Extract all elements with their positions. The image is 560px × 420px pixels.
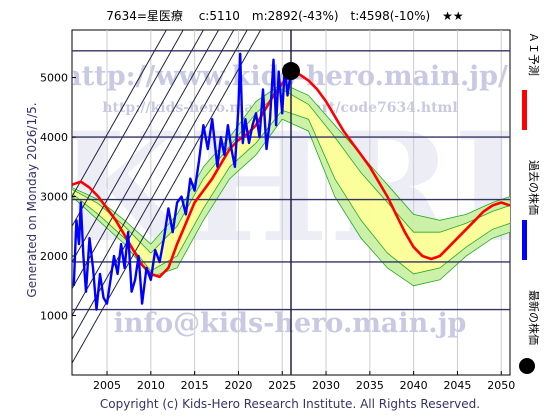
band-edge-line <box>72 109 510 275</box>
legend-swatch-past <box>522 220 527 260</box>
trend-line <box>72 30 235 316</box>
trend-line <box>72 30 184 227</box>
x-tick-label: 2010 <box>137 379 165 392</box>
band-inner <box>72 89 510 274</box>
copyright: Copyright (c) Kids-Hero Research Institu… <box>100 397 480 411</box>
trend-line <box>72 30 204 263</box>
trend-line <box>72 30 262 364</box>
legend-swatch-prediction <box>522 90 527 130</box>
band-edge-line <box>72 83 510 245</box>
legend-label-latest: 最新の株価 <box>527 290 541 345</box>
y-tick-label: 4000 <box>40 131 68 144</box>
series-past <box>72 52 293 311</box>
x-tick-label: 2020 <box>224 379 252 392</box>
x-tick-label: 2015 <box>181 379 209 392</box>
y-tick-label: 3000 <box>40 191 68 204</box>
band-edge-line <box>72 89 510 254</box>
x-tick-label: 2035 <box>356 379 384 392</box>
generated-date: Generated on Monday 2026/1/5. <box>25 102 39 297</box>
chart-title: 7634=星医療 c:5110 m:2892(-43%) t:4598(-10%… <box>106 9 463 23</box>
x-tick-label: 2025 <box>268 379 296 392</box>
legend-swatch-latest <box>519 358 535 374</box>
axis-layer: 1000 2000 3000 4000 5000 2005 2010 2015 2020 2025… <box>40 72 515 392</box>
y-tick-label: 1000 <box>40 310 68 323</box>
x-tick-label: 2030 <box>312 379 340 392</box>
x-tick-label: 2005 <box>93 379 121 392</box>
legend-label-past: 過去の株価 <box>527 160 541 215</box>
y-tick-label: 5000 <box>40 72 68 85</box>
x-tick-label: 2045 <box>443 379 471 392</box>
plot-layer <box>72 30 510 375</box>
watermark-email: info@kids-hero.main.jp <box>114 308 467 339</box>
legend-label-prediction: ＡＩ予測 <box>527 32 541 76</box>
x-tick-label: 2050 <box>487 379 515 392</box>
x-tick-label: 2040 <box>400 379 428 392</box>
y-tick-label: 2000 <box>40 250 68 263</box>
trend-line <box>72 30 248 340</box>
trend-line <box>72 30 220 289</box>
legend: ＡＩ予測 過去の株価 最新の株価 <box>519 32 541 374</box>
latest-marker <box>282 62 300 81</box>
trend-line <box>72 30 167 197</box>
